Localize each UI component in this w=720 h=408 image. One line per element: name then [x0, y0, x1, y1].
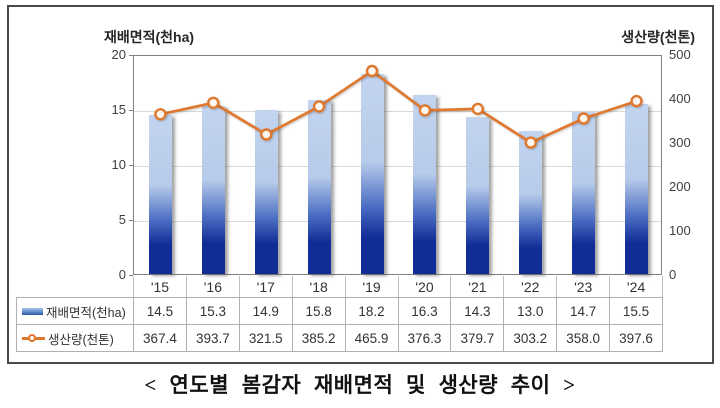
right-axis-title: 생산량(천톤)	[621, 29, 695, 45]
table-value-cell: 18.2	[345, 298, 399, 325]
year-label: '20	[399, 276, 452, 297]
marker-'22	[524, 136, 537, 149]
table-value-cell: 15.8	[292, 298, 346, 325]
x-axis-category-row: '15'16'17'18'19'20'21'22'23'24	[133, 276, 664, 297]
line-series-swatch-icon	[22, 333, 45, 343]
right-tick-label: 0	[669, 267, 677, 282]
bar-'22	[519, 131, 543, 274]
left-tick-label: 0	[118, 267, 126, 282]
year-label: '19	[346, 276, 399, 297]
data-table: 재배면적(천ha) 14.5 15.3 14.9 15.8 18.2 16.3 14.3 13.…	[16, 297, 663, 352]
bar-'16	[201, 105, 225, 274]
left-tick-mark	[129, 220, 133, 221]
table-value-cell: 367.4	[134, 325, 187, 352]
table-value-cell: 303.2	[504, 325, 558, 352]
bar-'17	[254, 110, 278, 274]
bar-series-swatch-icon	[22, 307, 43, 315]
left-tick-label: 5	[118, 212, 126, 227]
table-value-cell: 358.0	[557, 325, 611, 352]
bar-'18	[307, 100, 331, 274]
plot-area	[133, 55, 662, 275]
production-line	[160, 69, 637, 145]
legend-cell: 재배면적(천ha)	[17, 298, 134, 325]
marker-'15	[154, 108, 167, 121]
year-label: '17	[240, 276, 293, 297]
left-tick-mark	[129, 165, 133, 166]
left-tick-label: 20	[111, 47, 126, 62]
table-value-cell: 15.3	[186, 298, 240, 325]
bar-'15	[148, 114, 172, 274]
table-value-cell: 16.3	[398, 298, 452, 325]
year-label: '24	[610, 276, 664, 297]
marker-'17	[260, 128, 273, 141]
table-value-cell: 14.3	[451, 298, 505, 325]
gridline	[134, 221, 661, 222]
table-value-cell: 14.7	[557, 298, 611, 325]
table-value-cell: 15.5	[610, 298, 663, 325]
marker-'21	[471, 102, 484, 116]
year-label: '16	[187, 276, 240, 297]
marker-'24	[630, 94, 643, 108]
year-label: '21	[451, 276, 505, 297]
left-tick-mark	[129, 110, 133, 111]
right-tick-label: 500	[669, 47, 691, 62]
marker-'18	[312, 100, 326, 113]
right-tick-label: 100	[669, 223, 691, 238]
table-value-cell: 321.5	[239, 325, 293, 352]
table-value-cell: 465.9	[345, 325, 399, 352]
year-label: '15	[133, 276, 187, 297]
legend-label: 생산량(천톤)	[48, 332, 114, 347]
table-value-cell: 379.7	[451, 325, 505, 352]
left-tick-label: 10	[111, 157, 126, 172]
left-tick-mark	[129, 275, 133, 276]
gridline	[134, 166, 661, 167]
left-tick-label: 15	[111, 102, 126, 117]
marker-'16	[207, 96, 220, 109]
bar-'19	[360, 73, 384, 274]
legend-cell: 생산량(천톤)	[17, 325, 134, 352]
bar-'24	[625, 103, 649, 274]
table-value-cell: 14.9	[239, 298, 293, 325]
table-value-cell: 14.5	[134, 298, 187, 325]
marker-'20	[418, 104, 432, 117]
marker-'23	[577, 112, 590, 125]
left-axis-title: 재배면적(천ha)	[104, 29, 195, 45]
gridline	[134, 111, 661, 112]
year-label: '18	[293, 276, 346, 297]
right-tick-label: 400	[669, 91, 691, 106]
left-tick-mark	[129, 55, 133, 56]
year-label: '23	[557, 276, 611, 297]
line-series	[154, 64, 643, 149]
table-value-cell: 393.7	[186, 325, 240, 352]
table-value-cell: 13.0	[504, 298, 558, 325]
right-tick-label: 300	[669, 135, 691, 150]
legend-label: 재배면적(천ha)	[46, 305, 126, 320]
bar-'20	[413, 94, 437, 274]
table-value-cell: 385.2	[292, 325, 346, 352]
marker-'19	[365, 64, 379, 78]
table-value-cell: 376.3	[398, 325, 452, 352]
bar-'21	[466, 116, 490, 274]
bar-'23	[572, 112, 596, 274]
right-tick-label: 200	[669, 179, 691, 194]
year-label: '22	[504, 276, 558, 297]
chart-caption: < 연도별 봄감자 재배면적 및 생산량 추이 >	[144, 373, 576, 397]
table-value-cell: 397.6	[610, 325, 663, 352]
